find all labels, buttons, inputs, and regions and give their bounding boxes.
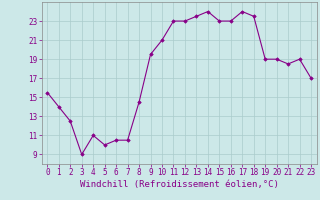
X-axis label: Windchill (Refroidissement éolien,°C): Windchill (Refroidissement éolien,°C) — [80, 180, 279, 189]
